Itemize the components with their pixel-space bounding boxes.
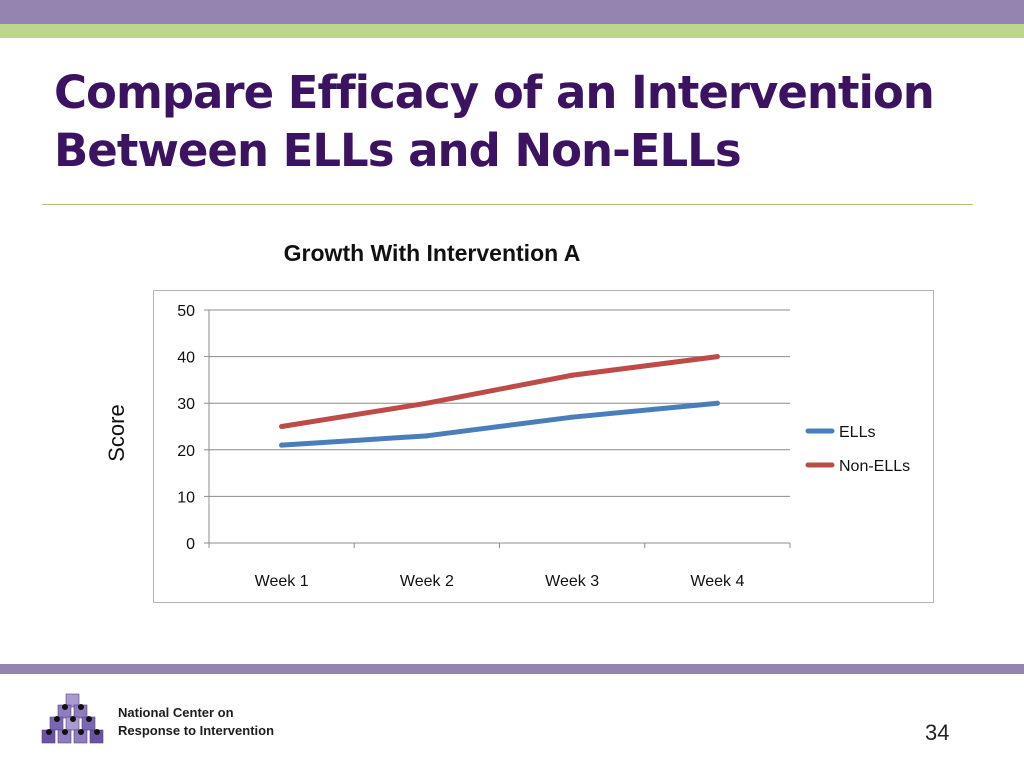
chart-title: Growth With Intervention A — [283, 240, 581, 266]
slide-title-line-2: Between ELLs and Non-ELLs — [54, 124, 742, 177]
footer-bar — [0, 664, 1024, 674]
top-banner-bar — [0, 0, 1024, 24]
data-point — [714, 354, 720, 360]
data-point — [424, 433, 430, 439]
accent-banner-bar — [0, 24, 1024, 38]
y-tick-label: 0 — [186, 536, 195, 553]
slide-title: Compare Efficacy of an Intervention Betw… — [54, 64, 994, 180]
x-tick-label: Week 3 — [545, 573, 599, 590]
data-point — [569, 372, 575, 378]
title-divider — [42, 204, 973, 205]
y-tick-label: 50 — [177, 303, 195, 320]
y-tick-label: 10 — [177, 489, 195, 506]
y-tick-label: 40 — [177, 350, 195, 367]
chart-area: 0 10 20 30 40 50 Week 1 Week 2 Week 3 Week 4 ELLs… — [153, 290, 934, 603]
legend-label: Non-ELLs — [839, 458, 910, 475]
series-line-ells — [279, 400, 720, 448]
x-tick-label: Week 2 — [400, 573, 454, 590]
data-point — [279, 442, 285, 448]
data-point — [424, 400, 430, 406]
legend-label: ELLs — [839, 424, 875, 441]
slide-title-line-1: Compare Efficacy of an Intervention — [54, 66, 935, 119]
x-tick-label: Week 4 — [690, 573, 744, 590]
line-chart: 0 10 20 30 40 50 Week 1 Week 2 Week 3 Week 4 ELLs… — [177, 303, 910, 590]
organization-name-line-2: Response to Intervention — [118, 723, 275, 738]
data-point — [279, 424, 285, 429]
data-point — [569, 414, 575, 420]
ncrti-logo-icon — [41, 693, 104, 744]
series-line-non-ells — [279, 354, 720, 429]
organization-name: National Center on Response to Intervent… — [118, 704, 274, 740]
y-axis-label: Score — [104, 404, 129, 462]
page-number: 34 — [925, 720, 950, 745]
y-tick-label: 30 — [177, 396, 195, 413]
data-point — [714, 400, 720, 406]
y-tick-label: 20 — [177, 443, 195, 460]
organization-name-line-1: National Center on — [118, 705, 234, 720]
x-tick-label: Week 1 — [255, 573, 309, 590]
